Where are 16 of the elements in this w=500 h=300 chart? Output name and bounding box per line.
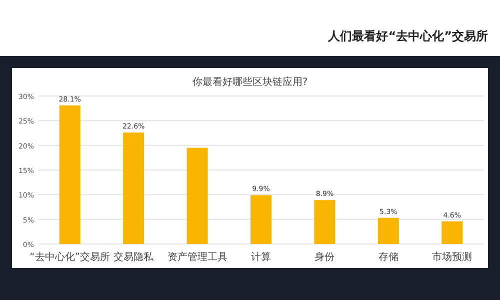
chart-title: 人们最看好“去中心化”交易所	[327, 29, 488, 43]
x-tick-label: 计算	[251, 251, 271, 263]
x-tick-label: “去中心化”交易所	[30, 251, 110, 263]
bar	[250, 195, 272, 244]
chart-subtitle: 你最看好哪些区块链应用?	[192, 76, 308, 88]
x-tick-label: 市场预测	[432, 251, 472, 263]
bar	[442, 221, 463, 244]
bar	[378, 218, 399, 244]
x-tick-label: 身份	[314, 251, 335, 263]
bar	[123, 132, 144, 244]
x-tick-label: 存储	[378, 251, 398, 263]
x-tick-label: 交易隐私	[114, 251, 155, 263]
bar	[59, 105, 80, 244]
bar	[186, 148, 208, 244]
bar	[314, 200, 336, 244]
x-tick-label: 资产管理工具	[167, 251, 228, 263]
